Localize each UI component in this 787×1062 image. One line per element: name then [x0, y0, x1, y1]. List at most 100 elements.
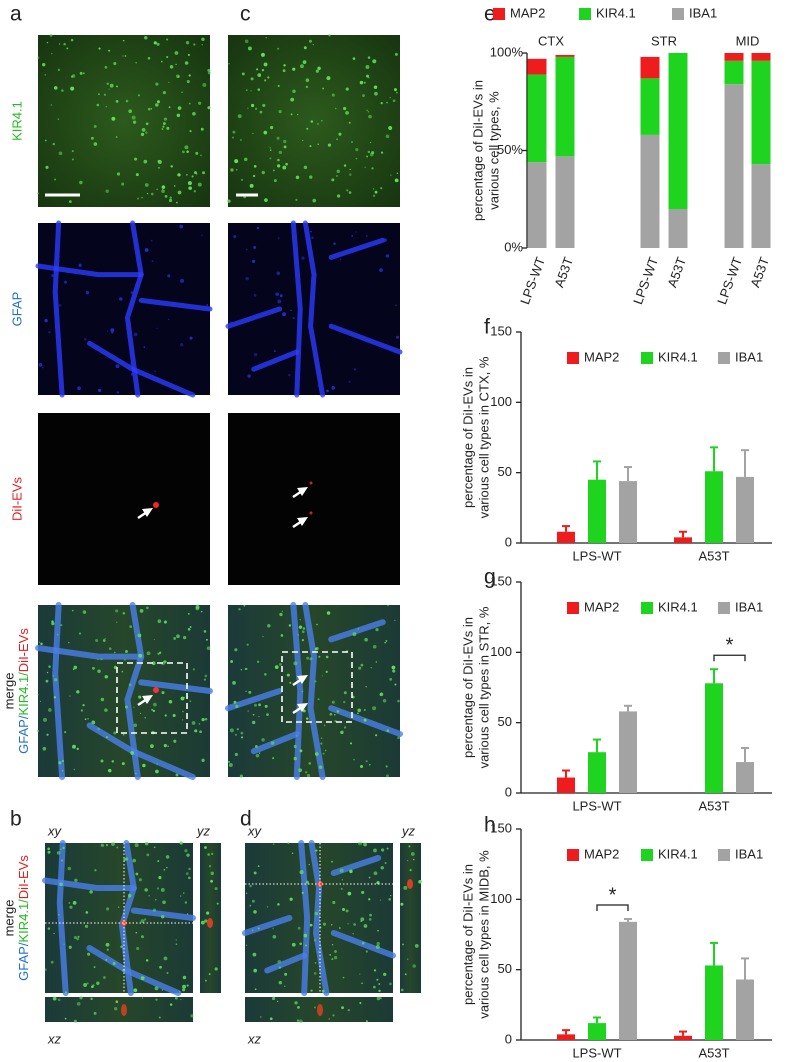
y-tick-label: 0: [505, 784, 512, 799]
speckle: [306, 774, 311, 778]
speckle: [361, 941, 365, 945]
speckle: [182, 150, 185, 154]
speckle: [179, 895, 182, 897]
speckle: [325, 670, 328, 673]
speckle: [141, 196, 143, 199]
speckle: [181, 91, 183, 93]
speckle: [277, 903, 280, 906]
speckle: [179, 224, 184, 229]
speckle: [38, 363, 43, 367]
speckle: [182, 710, 184, 713]
speckle: [410, 852, 415, 856]
speckle: [234, 648, 238, 652]
speckle: [250, 103, 255, 108]
speckle: [276, 271, 281, 276]
vessel: [302, 602, 326, 780]
speckle: [163, 620, 167, 624]
speckle: [246, 643, 249, 646]
speckle: [150, 239, 153, 242]
speckle: [272, 843, 275, 845]
speckle: [151, 260, 154, 263]
speckle: [158, 1016, 161, 1019]
bar: [736, 979, 754, 1040]
speckle: [161, 189, 165, 193]
speckle: [247, 710, 249, 712]
legend-swatch: [641, 602, 653, 614]
speckle: [36, 729, 40, 733]
speckle: [241, 736, 244, 739]
speckle: [191, 721, 196, 725]
speckle: [237, 114, 242, 119]
speckle: [186, 984, 189, 987]
speckle: [259, 110, 263, 114]
speckle: [326, 611, 331, 615]
speckle: [273, 350, 276, 353]
speckle: [165, 855, 170, 859]
speckle: [267, 623, 271, 628]
speckle: [403, 885, 408, 890]
speckle: [301, 891, 304, 894]
speckle: [198, 101, 202, 105]
speckle: [347, 923, 349, 925]
speckle: [386, 101, 388, 104]
speckle: [343, 106, 347, 111]
speckle: [356, 712, 359, 715]
speckle: [45, 165, 49, 169]
speckle: [302, 627, 306, 630]
x-tick-label: A53T: [747, 255, 772, 289]
speckle: [93, 142, 98, 146]
speckle: [385, 639, 388, 642]
speckle: [157, 159, 161, 163]
speckle: [203, 678, 207, 681]
speckle: [163, 117, 168, 121]
speckle: [364, 637, 368, 642]
speckle: [277, 47, 280, 50]
speckle: [71, 609, 74, 612]
speckle: [257, 73, 262, 77]
speckle: [204, 718, 208, 721]
speckle: [161, 60, 163, 63]
speckle: [68, 945, 72, 949]
speckle: [360, 663, 364, 667]
speckle: [279, 294, 283, 298]
speckle: [360, 920, 363, 923]
speckle: [151, 708, 154, 711]
speckle: [115, 1000, 119, 1003]
speckle: [153, 41, 157, 45]
speckle: [207, 71, 211, 75]
speckle: [144, 36, 148, 40]
speckle: [173, 637, 177, 640]
bar: [619, 711, 637, 793]
speckle: [188, 102, 191, 105]
speckle: [177, 173, 181, 177]
bar-segment: [668, 53, 688, 209]
speckle: [341, 1006, 345, 1010]
speckle: [256, 226, 260, 230]
speckle: [111, 842, 115, 846]
vessel: [290, 602, 304, 780]
speckle: [162, 91, 167, 95]
speckle: [177, 106, 182, 110]
speckle: [248, 690, 252, 694]
speckle: [133, 723, 138, 728]
roi-box: [116, 662, 188, 734]
speckle: [111, 760, 115, 763]
merge-label: merge: [1, 673, 16, 710]
speckle: [363, 708, 366, 712]
speckle: [153, 638, 155, 641]
speckle: [272, 996, 276, 1001]
speckle: [246, 944, 248, 946]
speckle: [156, 887, 160, 890]
speckle: [52, 142, 55, 146]
speckle: [379, 997, 382, 1000]
speckle: [121, 182, 125, 186]
speckle: [179, 991, 181, 993]
speckle: [391, 665, 396, 670]
speckle: [379, 268, 383, 272]
speckle: [144, 888, 148, 892]
speckle: [90, 136, 94, 140]
speckle: [139, 712, 142, 715]
speckle: [198, 723, 201, 725]
speckle: [147, 107, 151, 111]
